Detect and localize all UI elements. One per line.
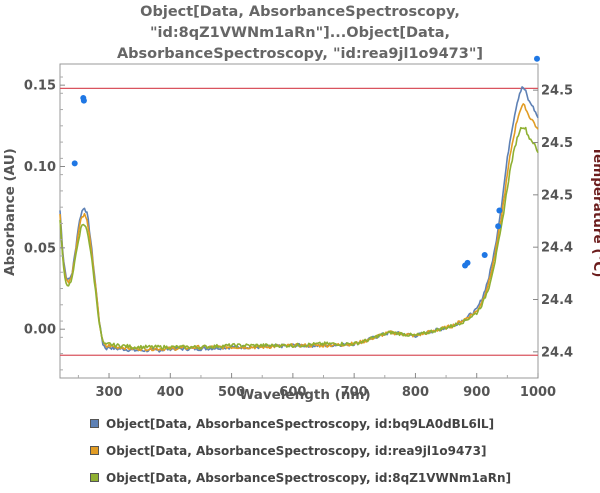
y2-tick-label: 24.5: [541, 84, 573, 99]
legend-item: Object[Data, AbsorbanceSpectroscopy, id:…: [90, 437, 511, 464]
y2-tick-label: 24.5: [541, 188, 573, 203]
y-tick-label: 0.00: [24, 323, 56, 338]
legend-label: Object[Data, AbsorbanceSpectroscopy, id:…: [106, 443, 487, 458]
chart-title-line: Object[Data, AbsorbanceSpectroscopy,: [140, 4, 460, 20]
x-tick-label: 400: [157, 385, 184, 400]
legend-item: Object[Data, AbsorbanceSpectroscopy, id:…: [90, 464, 511, 491]
x-tick-label: 700: [341, 385, 368, 400]
temperature-point: [80, 97, 87, 104]
y2-tick-label: 24.4: [541, 345, 573, 360]
x-tick-label: 300: [95, 385, 122, 400]
temperature-point: [71, 160, 78, 167]
x-tick-label: 1000: [520, 385, 556, 400]
temperature-point: [464, 259, 471, 266]
chart-title-line: "id:8qZ1VWNm1aRn"]...Object[Data,: [149, 25, 450, 41]
y-tick-label: 0.10: [24, 160, 56, 175]
legend-label: Object[Data, AbsorbanceSpectroscopy, id:…: [106, 416, 495, 431]
y2-tick-label: 24.4: [541, 241, 573, 256]
chart-title-line: AbsorbanceSpectroscopy, "id:rea9jl1o9473…: [116, 46, 484, 62]
x-tick-label: 600: [279, 385, 306, 400]
legend-swatch: [90, 419, 99, 428]
x-tick-label: 800: [402, 385, 429, 400]
chart-title: Object[Data, AbsorbanceSpectroscopy, "id…: [0, 2, 600, 65]
legend: Object[Data, AbsorbanceSpectroscopy, id:…: [90, 410, 511, 491]
temperature-point: [481, 252, 488, 259]
series-line: [59, 86, 539, 353]
y2-tick-label: 24.4: [541, 293, 573, 308]
series-line: [59, 126, 539, 350]
y2-axis-title: Temperature (°C): [590, 147, 600, 278]
legend-label: Object[Data, AbsorbanceSpectroscopy, id:…: [106, 470, 512, 485]
legend-swatch: [90, 446, 99, 455]
legend-swatch: [90, 473, 99, 482]
x-tick-label: 900: [463, 385, 490, 400]
plot-frame: [59, 63, 539, 379]
legend-item: Object[Data, AbsorbanceSpectroscopy, id:…: [90, 410, 511, 437]
y-axis-title: Absorbance (AU): [2, 148, 18, 276]
temperature-point: [495, 223, 502, 230]
x-axis-title: Wavelength (nm): [239, 387, 370, 403]
y2-tick-label: 24.5: [541, 136, 573, 151]
temperature-point: [496, 207, 503, 214]
y-tick-label: 0.05: [24, 241, 56, 256]
y-tick-label: 0.15: [24, 79, 56, 94]
series-line: [59, 103, 539, 352]
temperature-point: [534, 55, 540, 62]
x-tick-label: 500: [218, 385, 245, 400]
